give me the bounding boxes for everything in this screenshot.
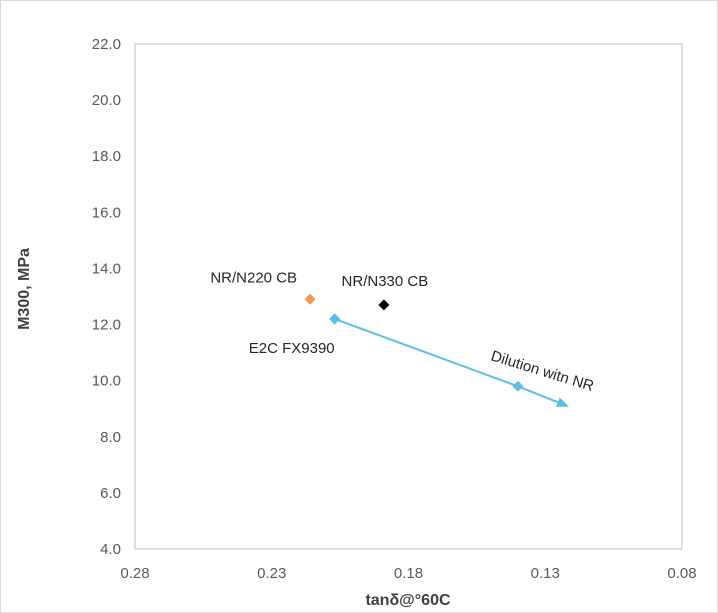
data-point-label: E2C FX9390 [249,340,335,357]
y-tick-label: 16.0 [92,204,121,221]
data-point-label: NR/N330 CB [342,273,429,290]
y-tick-label: 10.0 [92,373,121,390]
data-point-marker [378,299,390,311]
y-tick-label: 18.0 [92,148,121,165]
y-tick-label: 12.0 [92,317,121,334]
x-axis-title: tanδ@°60C [365,592,451,609]
data-point-marker [329,313,341,325]
y-tick-label: 22.0 [92,36,121,53]
x-tick-label: 0.18 [394,565,423,582]
y-axis-title: M300, MPa [16,248,33,330]
y-tick-label: 6.0 [100,485,121,502]
y-axis-ticks: 4.0 6.0 8.0 10.0 12.0 14.0 16.0 18.0 20.0 22.0 [92,36,121,558]
x-tick-label: 0.23 [257,565,286,582]
dilution-point-marker [512,380,524,392]
series-layer [304,293,569,407]
dilution-annotation: Dilution witn NR [489,348,596,396]
x-tick-label: 0.13 [531,565,560,582]
y-tick-label: 4.0 [100,541,121,558]
x-tick-label: 0.28 [120,565,149,582]
y-tick-label: 20.0 [92,92,121,109]
x-axis-ticks: 0.28 0.23 0.18 0.13 0.08 [120,565,696,582]
labels-layer: NR/N220 CB NR/N330 CB E2C FX9390 [210,269,428,357]
plot-area [134,43,683,550]
y-tick-label: 8.0 [100,429,121,446]
y-tick-label: 14.0 [92,260,121,277]
data-point-label: NR/N220 CB [210,269,297,286]
data-point-marker [304,293,316,305]
x-tick-label: 0.08 [667,565,696,582]
